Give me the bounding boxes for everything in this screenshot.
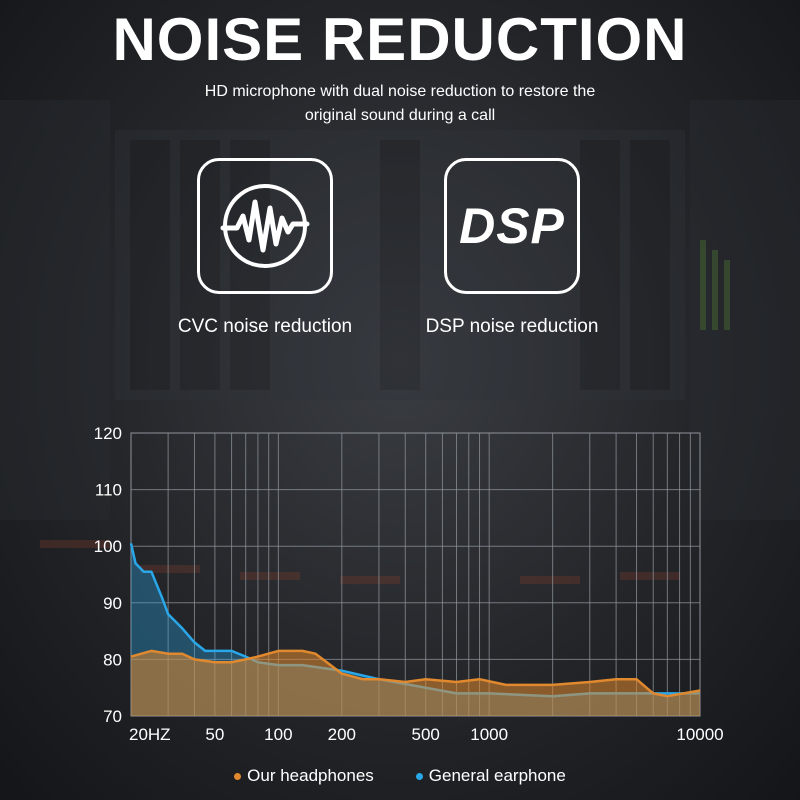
- y-tick-label: 100: [94, 537, 122, 556]
- x-tick-label: 100: [264, 725, 292, 744]
- series-area-our-headphones: [131, 650, 700, 716]
- y-tick-label: 110: [95, 481, 122, 500]
- feature-cvc: CVC noise reduction: [145, 158, 385, 338]
- subtitle: HD microphone with dual noise reduction …: [0, 80, 800, 128]
- y-tick-label: 80: [103, 650, 122, 669]
- page-title: NOISE REDUCTION: [112, 6, 688, 73]
- x-tick-label: 50: [205, 725, 224, 744]
- x-tick-label: 200: [328, 725, 356, 744]
- chart-legend: Our headphones General earphone: [0, 766, 800, 786]
- y-tick-label: 120: [94, 424, 122, 443]
- feature-dsp-label: DSP noise reduction: [425, 316, 599, 337]
- legend-dot-general-earphone: [415, 772, 423, 780]
- waveform-circle-icon: [197, 158, 333, 294]
- legend-item-general-earphone: General earphone: [415, 766, 566, 786]
- subtitle-line-1: HD microphone with dual noise reduction …: [204, 83, 596, 100]
- legend-label-general-earphone: General earphone: [428, 766, 566, 785]
- subtitle-line-2: original sound during a call: [304, 107, 496, 124]
- y-tick-label: 70: [103, 707, 122, 726]
- feature-dsp: DSP DSP noise reduction: [392, 158, 632, 338]
- x-tick-label: 500: [412, 725, 440, 744]
- legend-label-our-headphones: Our headphones: [247, 766, 374, 785]
- feature-cvc-label: CVC noise reduction: [177, 316, 353, 337]
- x-tick-label: 20HZ: [129, 725, 171, 744]
- dsp-icon: DSP: [444, 158, 580, 294]
- frequency-response-chart: 70 80 90 100 110 120 20HZ 50 100 200 500 1000 10000: [94, 424, 724, 744]
- series-line-our-headphones: [130, 649, 701, 698]
- y-tick-label: 90: [103, 594, 122, 613]
- x-tick-label: 1000: [470, 725, 508, 744]
- legend-item-our-headphones: Our headphones: [234, 766, 374, 786]
- legend-dot-our-headphones: [234, 772, 242, 780]
- dsp-icon-text: DSP: [459, 198, 565, 254]
- x-tick-label: 10000: [676, 725, 723, 744]
